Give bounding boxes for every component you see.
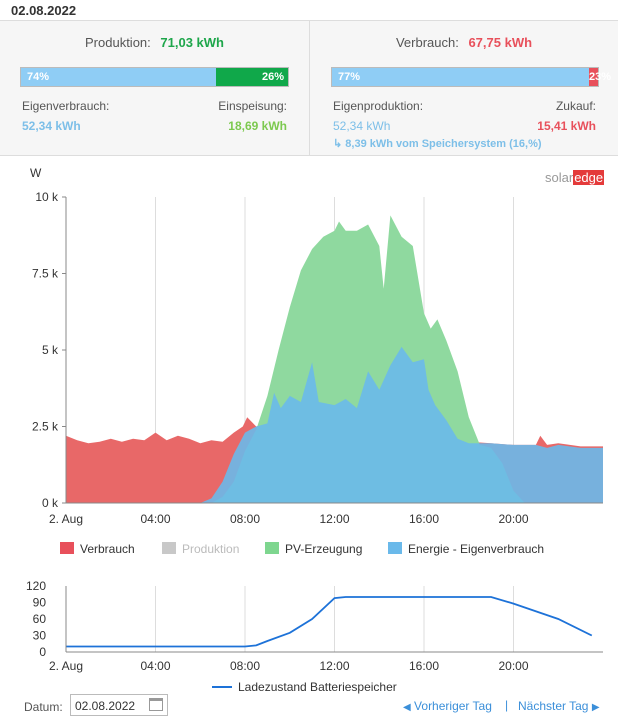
- einspeisung-segment: 26%: [216, 68, 288, 86]
- y-axis-label: W: [30, 166, 42, 180]
- next-day-label: Nächster Tag: [518, 699, 589, 713]
- eigenproduktion-label: Eigenproduktion:: [333, 99, 424, 113]
- previous-day-label: Vorheriger Tag: [414, 699, 492, 713]
- y-tick-label: 10 k: [35, 190, 59, 204]
- x-tick-label: 20:00: [498, 659, 528, 673]
- y-tick-label: 90: [33, 596, 47, 610]
- power-chart: W 2. Aug 04:00 08:00 12:00 16:00 20:00 0 k 2.5 …: [30, 166, 603, 556]
- eigenverbrauch-segment: 74%: [21, 68, 216, 86]
- y-tick-label: 120: [26, 579, 46, 593]
- legend-item[interactable]: Produktion: [162, 542, 239, 556]
- produktion-title: Produktion: 71,03 kWh: [0, 35, 309, 50]
- y-tick-label: 5 k: [42, 343, 59, 357]
- verbrauch-title-label: Verbrauch:: [395, 35, 459, 50]
- legend-item[interactable]: PV-Erzeugung: [265, 542, 362, 556]
- x-tick-label: 12:00: [319, 659, 349, 673]
- y-tick-label: 0 k: [42, 496, 59, 510]
- date-input-value: 02.08.2022: [75, 699, 136, 713]
- x-tick-label: 12:00: [319, 512, 349, 526]
- battery-chart: 2. Aug 04:00 08:00 12:00 16:00 20:00 0 30 60 90 12…: [26, 579, 603, 694]
- calendar-icon[interactable]: [149, 698, 163, 711]
- logo-part1: solar: [545, 170, 574, 185]
- legend-item[interactable]: Ladezustand Batteriespeicher: [212, 680, 397, 694]
- triangle-left-icon: ◀: [403, 702, 411, 713]
- date-input[interactable]: 02.08.2022: [70, 694, 168, 716]
- eigenverbrauch-value: 52,34 kWh: [22, 119, 81, 133]
- produktion-panel: Produktion: 71,03 kWh 74% 26% Eigenverbr…: [0, 21, 310, 155]
- y-tick-label: 60: [33, 612, 47, 626]
- legend-label: PV-Erzeugung: [285, 542, 362, 556]
- legend-swatch: [60, 542, 74, 554]
- date-label: Datum:: [24, 700, 63, 714]
- header: 02.08.2022: [0, 0, 618, 22]
- x-tick-label: 04:00: [140, 512, 170, 526]
- legend-item[interactable]: Verbrauch: [60, 542, 135, 556]
- x-tick-label: 20:00: [498, 512, 528, 526]
- next-day-link[interactable]: Nächster Tag ▶: [518, 699, 600, 713]
- legend-swatch: [388, 542, 402, 554]
- y-tick-label: 0: [39, 645, 46, 659]
- zukauf-value: 15,41 kWh: [537, 119, 596, 133]
- solaredge-logo: solaredge: [545, 170, 605, 185]
- x-tick-label: 08:00: [230, 659, 260, 673]
- verbrauch-panel: Verbrauch: 67,75 kWh 77% 23% Eigenproduk…: [310, 21, 618, 155]
- storage-arrow-icon: ↳: [333, 138, 343, 150]
- x-tick-label: 16:00: [409, 512, 439, 526]
- x-tick-label: 2. Aug: [49, 659, 83, 673]
- zukauf-segment: 23%: [589, 68, 611, 86]
- nav-separator: |: [505, 698, 509, 712]
- legend-label: Ladezustand Batteriespeicher: [238, 680, 397, 694]
- legend-swatch: [162, 542, 176, 554]
- y-tick-label: 2.5 k: [32, 420, 59, 434]
- previous-day-link[interactable]: ◀ Vorheriger Tag: [403, 699, 492, 713]
- legend-label: Verbrauch: [80, 542, 135, 556]
- verbrauch-bar: 77% 23%: [331, 67, 611, 87]
- triangle-right-icon: ▶: [591, 702, 600, 713]
- eigenproduktion-value: 52,34 kWh: [333, 119, 391, 133]
- produktion-title-label: Produktion:: [85, 35, 151, 50]
- verbrauch-total: 67,75 kWh: [468, 35, 533, 50]
- verbrauch-title: Verbrauch: 67,75 kWh: [310, 35, 618, 50]
- speicher-note-text: 8,39 kWh vom Speichersystem (16,%): [345, 138, 542, 150]
- footer: Datum: 02.08.2022 ◀ Vorheriger Tag | Näc…: [0, 690, 618, 724]
- einspeisung-label: Einspeisung:: [218, 99, 287, 113]
- battery-line: [66, 596, 593, 648]
- speicher-note: ↳ 8,39 kWh vom Speichersystem (16,%): [333, 137, 542, 150]
- logo-part2: edge: [573, 170, 605, 185]
- y-tick-label: 30: [33, 629, 47, 643]
- x-tick-label: 04:00: [140, 659, 170, 673]
- area-energie-eigenverbrauch: [200, 346, 603, 503]
- produktion-bar: 74% 26%: [20, 67, 289, 87]
- legend-label: Energie - Eigenverbrauch: [408, 542, 544, 556]
- legend-label: Produktion: [182, 542, 239, 556]
- produktion-total: 71,03 kWh: [160, 35, 224, 50]
- legend-swatch: [265, 542, 279, 554]
- x-tick-label: 2. Aug: [49, 512, 83, 526]
- header-date: 02.08.2022: [11, 3, 77, 18]
- x-tick-label: 16:00: [409, 659, 439, 673]
- y-tick-label: 7.5 k: [32, 267, 59, 281]
- summary-panels: Produktion: 71,03 kWh 74% 26% Eigenverbr…: [0, 20, 618, 156]
- zukauf-label: Zukauf:: [555, 99, 596, 113]
- eigenverbrauch-label: Eigenverbrauch:: [22, 99, 110, 113]
- einspeisung-value: 18,69 kWh: [228, 119, 287, 133]
- legend-item[interactable]: Energie - Eigenverbrauch: [388, 542, 544, 556]
- eigenproduktion-segment: 77%: [332, 68, 589, 86]
- x-tick-label: 08:00: [230, 512, 260, 526]
